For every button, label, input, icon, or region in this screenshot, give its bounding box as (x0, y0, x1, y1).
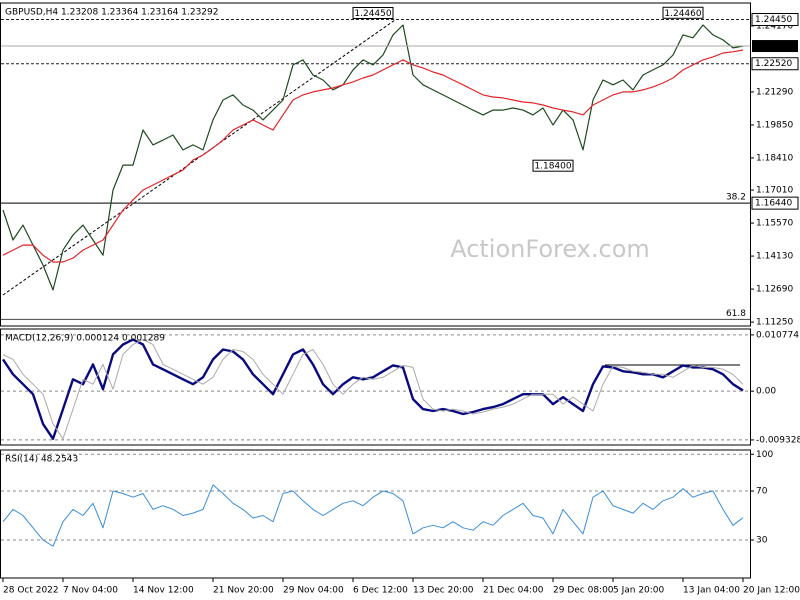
x-tick-label: 7 Nov 04:00 (63, 586, 118, 596)
panel-frame (0, 449, 751, 579)
series-line (2, 49, 744, 263)
annotation: 1.24450 (354, 9, 391, 19)
y-tick-label: 70 (756, 487, 768, 497)
x-tick-label: 14 Nov 12:00 (133, 586, 194, 596)
series-line (2, 24, 744, 291)
fib-label: 38.2 (726, 193, 746, 203)
x-tick-label: 5 Jan 20:00 (613, 586, 665, 596)
annotation: 1.18400 (534, 162, 571, 172)
level-label: 1.16440 (755, 199, 792, 209)
annotation-box (662, 6, 704, 19)
panel-title: RSI(14) 48.2543 (5, 455, 78, 465)
y-tick-label: 1.11250 (756, 318, 793, 328)
level-label: 1.22520 (755, 59, 792, 69)
y-tick-label: 0.010774 (756, 330, 799, 340)
y-tick-label: 1.24170 (756, 21, 793, 31)
level-box (751, 57, 799, 71)
x-tick-label: 29 Dec 08:00 (553, 586, 614, 596)
annotation-box (352, 7, 394, 20)
y-tick-label: 1.21290 (756, 87, 793, 97)
y-tick-label: 1.17010 (756, 186, 793, 196)
last-price-label: 1.23292 (755, 42, 792, 52)
x-tick-label: 13 Jan 04:00 (683, 586, 740, 596)
x-tick-label: 13 Dec 20:00 (413, 586, 474, 596)
watermark: ActionForex.com (450, 235, 650, 263)
y-tick-label: 0.00 (756, 387, 776, 397)
y-tick-label: 100 (756, 450, 773, 460)
series-line (2, 339, 744, 440)
x-tick-label: 20 Jan 12:00 (743, 586, 800, 596)
y-tick-label: 1.12690 (756, 285, 793, 295)
y-tick-label: 30 (756, 536, 768, 546)
x-tick-label: 21 Nov 20:00 (213, 586, 274, 596)
x-tick-label: 28 Oct 2022 (3, 586, 59, 596)
annotation-box (532, 159, 574, 172)
x-tick-label: 6 Dec 12:00 (353, 586, 408, 596)
x-tick-label: 21 Dec 04:00 (483, 586, 544, 596)
y-tick-label: 1.18410 (756, 153, 793, 163)
series-line (2, 484, 744, 547)
y-tick-label: 1.15570 (756, 219, 793, 229)
last-price-box (752, 40, 798, 53)
y-tick-label: 1.14130 (756, 252, 793, 262)
panel-title: GBPUSD,H4 1.23208 1.23364 1.23164 1.2329… (5, 8, 218, 18)
panel-frame (0, 328, 751, 446)
x-tick-label: 29 Nov 04:00 (283, 586, 344, 596)
y-tick-label: 1.19850 (756, 120, 793, 130)
fib-label: 61.8 (726, 309, 746, 319)
y-tick-label: -0.009328 (756, 435, 800, 445)
level-box (751, 13, 799, 27)
series-line (2, 338, 744, 440)
level-label: 1.24450 (755, 15, 792, 25)
panel-title: MACD(12,26,9) 0.000124 0.001289 (5, 334, 165, 344)
level-box (751, 196, 799, 210)
annotation: 1.24460 (664, 9, 701, 19)
panel-frame (0, 2, 751, 327)
